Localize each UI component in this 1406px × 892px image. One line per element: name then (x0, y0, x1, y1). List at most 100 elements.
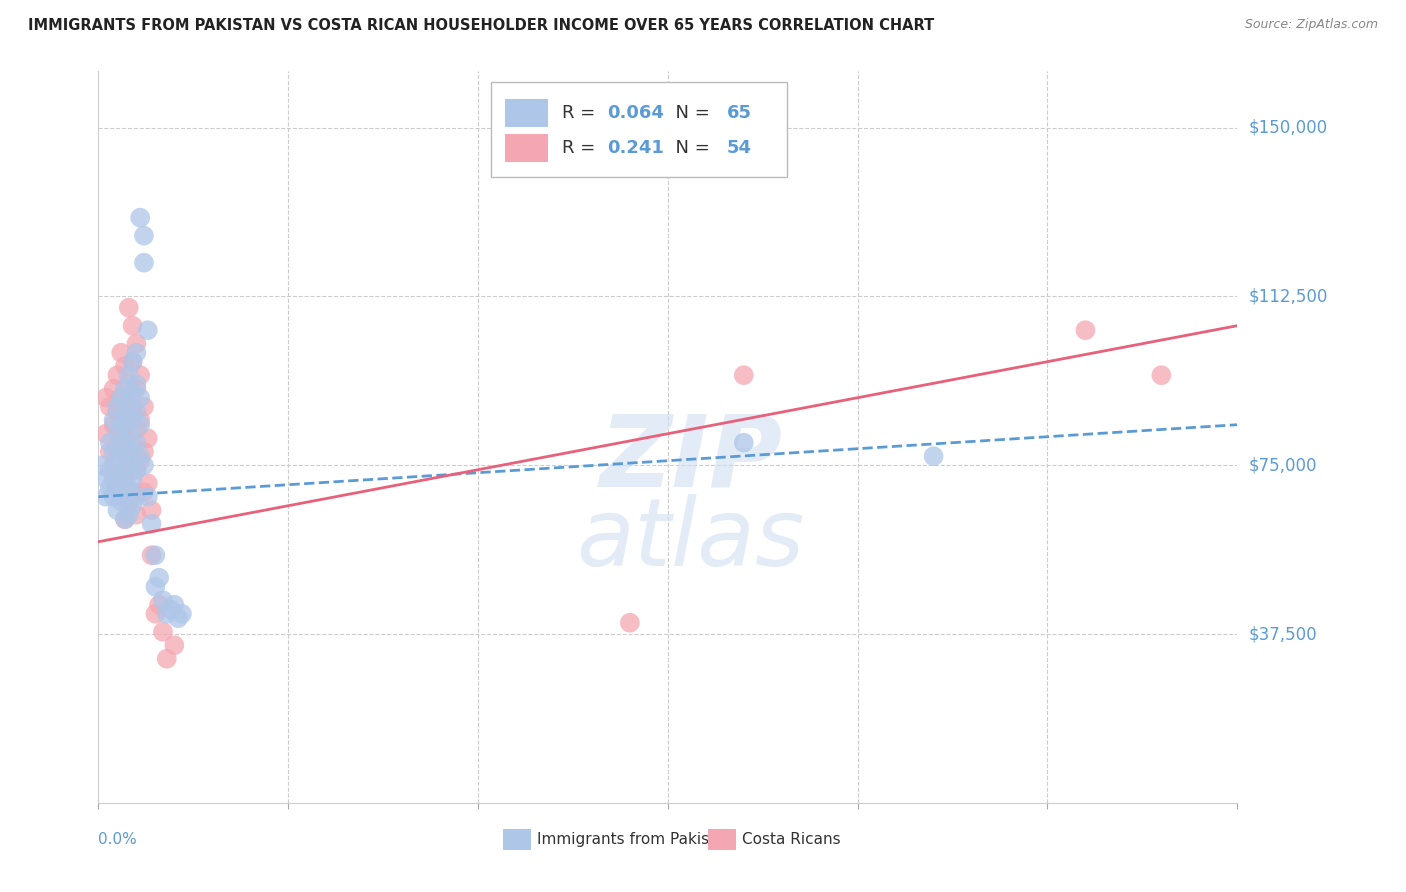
Point (125, 377, 148, 392)
Point (107, 368, 129, 383)
Point (114, 472, 136, 486)
Point (114, 463, 136, 477)
Text: 0.241: 0.241 (607, 139, 665, 157)
Point (167, 611, 190, 625)
Point (159, 602, 181, 616)
Point (125, 435, 148, 450)
Text: 65: 65 (727, 104, 752, 122)
Point (121, 354, 143, 368)
Point (110, 426, 132, 441)
Text: 0.064: 0.064 (607, 104, 665, 122)
Text: $37,500: $37,500 (1249, 625, 1317, 643)
Point (121, 440, 143, 454)
Point (145, 580, 167, 594)
Point (1074, 323, 1097, 337)
Point (118, 453, 141, 467)
Text: N =: N = (665, 104, 716, 122)
Point (129, 368, 152, 383)
Point (94, 490, 117, 504)
Point (141, 516, 163, 531)
Point (156, 652, 179, 666)
Point (103, 472, 125, 486)
Text: Source: ZipAtlas.com: Source: ZipAtlas.com (1244, 18, 1378, 31)
Point (114, 409, 136, 423)
Point (163, 638, 186, 652)
Point (125, 382, 148, 396)
Point (136, 490, 159, 504)
Point (94, 472, 117, 486)
Point (733, 435, 755, 450)
Point (152, 593, 174, 607)
Point (118, 413, 141, 427)
Point (132, 255, 155, 269)
Point (107, 453, 129, 467)
Point (163, 598, 186, 612)
Point (107, 481, 129, 495)
Text: 54: 54 (727, 139, 752, 157)
Point (148, 571, 170, 585)
Point (98, 400, 121, 414)
Point (110, 391, 132, 405)
Point (132, 400, 155, 414)
Point (152, 624, 174, 639)
Point (125, 490, 148, 504)
Point (103, 382, 125, 396)
Point (145, 607, 167, 621)
Point (121, 472, 143, 486)
Text: Costa Ricans: Costa Ricans (742, 832, 841, 847)
Text: atlas: atlas (576, 494, 804, 585)
Point (121, 318, 143, 333)
Point (922, 449, 945, 463)
Point (129, 449, 152, 463)
Point (110, 345, 132, 359)
Point (94, 391, 117, 405)
Point (107, 426, 129, 441)
Point (98, 481, 121, 495)
Text: N =: N = (665, 139, 716, 157)
Point (125, 508, 148, 522)
Point (103, 413, 125, 427)
Point (103, 444, 125, 458)
Point (103, 490, 125, 504)
Point (118, 426, 141, 441)
Point (136, 476, 159, 491)
Point (110, 472, 132, 486)
Point (114, 431, 136, 445)
Point (132, 485, 155, 500)
Point (1150, 368, 1173, 383)
Point (132, 458, 155, 473)
Text: Immigrants from Pakistan: Immigrants from Pakistan (537, 832, 734, 847)
Point (129, 211, 152, 225)
Point (107, 400, 129, 414)
Point (121, 444, 143, 458)
Point (141, 503, 163, 517)
Point (118, 481, 141, 495)
Point (94, 426, 117, 441)
Text: $150,000: $150,000 (1249, 119, 1327, 136)
Point (118, 368, 141, 383)
Point (129, 417, 152, 432)
Point (129, 413, 152, 427)
Point (91, 458, 114, 473)
Point (125, 336, 148, 351)
Point (110, 494, 132, 508)
Point (107, 503, 129, 517)
Point (121, 499, 143, 513)
Text: R =: R = (562, 139, 600, 157)
Point (125, 404, 148, 418)
Text: $112,500: $112,500 (1249, 287, 1327, 305)
Point (121, 485, 143, 500)
Point (103, 458, 125, 473)
Point (148, 598, 170, 612)
Text: ZIP: ZIP (599, 410, 782, 508)
Point (114, 395, 136, 409)
Point (121, 354, 143, 368)
Point (114, 490, 136, 504)
Point (125, 422, 148, 436)
Point (121, 386, 143, 401)
Point (114, 512, 136, 526)
Point (129, 453, 152, 467)
Bar (503, 830, 531, 849)
Bar (491, 82, 787, 178)
Point (121, 413, 143, 427)
